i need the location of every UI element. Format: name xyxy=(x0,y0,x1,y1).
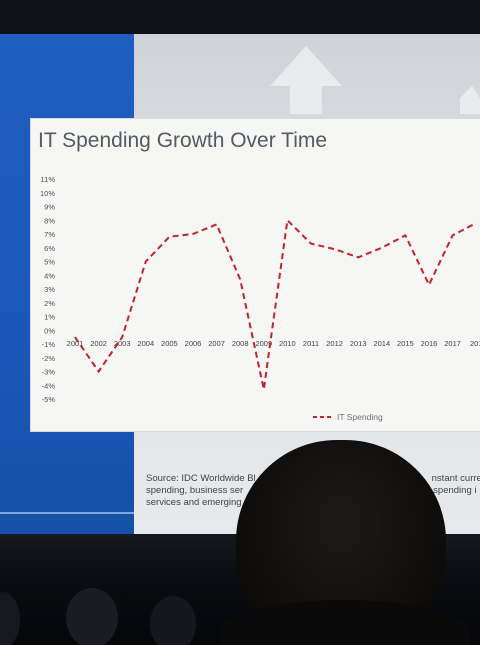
source-line-1b: nstant curre xyxy=(431,473,480,484)
x-tick-label: 2009 xyxy=(255,339,272,348)
x-tick-label: 2006 xyxy=(185,339,202,348)
y-tick-label: 3% xyxy=(44,285,55,294)
x-tick-label: 2015 xyxy=(397,339,414,348)
y-tick-label: 7% xyxy=(44,230,55,239)
x-tick-label: 201 xyxy=(470,339,480,348)
y-tick-label: -3% xyxy=(42,368,56,377)
x-tick-label: 2016 xyxy=(421,339,438,348)
series-line-it-spending xyxy=(74,218,477,390)
line-chart: 11% 10% 9% 8% 7% 6% 5% 4% 3% 2% 1% 0% -1% -2% -3% -4% -5… xyxy=(40,175,480,422)
x-tick-label: 2014 xyxy=(373,339,390,348)
y-tick-label: 8% xyxy=(44,216,55,225)
legend-label: IT Spending xyxy=(337,412,383,422)
x-tick-label: 2005 xyxy=(161,339,178,348)
y-tick-label: 11% xyxy=(41,175,56,184)
x-tick-label: 2017 xyxy=(444,339,461,348)
x-tick-label: 2004 xyxy=(137,339,154,348)
y-tick-label: 5% xyxy=(44,258,55,267)
audience-head xyxy=(150,596,196,645)
y-tick-label: 4% xyxy=(44,271,55,280)
audience-head xyxy=(0,592,20,645)
x-tick-label: 2002 xyxy=(90,339,107,348)
background-arrow-graphic-2 xyxy=(460,86,480,114)
y-tick-label: -2% xyxy=(42,354,56,363)
x-tick-label: 2010 xyxy=(279,339,296,348)
y-tick-label: 0% xyxy=(44,326,55,335)
chart-card xyxy=(31,119,480,431)
source-line-2: spending, business ser xyxy=(146,485,244,496)
projector-top-edge xyxy=(0,0,480,34)
source-line-2b: spending i xyxy=(433,485,477,496)
y-tick-label: -1% xyxy=(42,340,56,349)
y-tick-label: 6% xyxy=(44,244,55,253)
background-arrow-graphic xyxy=(270,46,342,114)
slide-accent-line xyxy=(0,512,134,514)
x-tick-label: 2013 xyxy=(350,339,367,348)
y-tick-label: 9% xyxy=(44,203,55,212)
x-tick-label: 2011 xyxy=(303,339,319,348)
source-line-1: Source: IDC Worldwide Bl xyxy=(146,473,256,484)
source-line-3: services and emerging xyxy=(146,497,242,508)
y-tick-label: 1% xyxy=(44,313,55,322)
y-tick-label: 10% xyxy=(40,189,55,198)
y-tick-label: -5% xyxy=(42,395,56,404)
x-tick-label: 2001 xyxy=(67,339,84,348)
x-tick-label: 2012 xyxy=(326,339,343,348)
y-tick-label: 2% xyxy=(44,299,55,308)
source-note: Source: IDC Worldwide Bl nstant curre spe… xyxy=(146,473,480,509)
x-tick-label: 2003 xyxy=(114,339,131,348)
foreground-person-shoulders xyxy=(220,600,470,645)
chart-title: IT Spending Growth Over Time xyxy=(38,129,328,152)
y-tick-label: -4% xyxy=(42,381,56,390)
x-tick-label: 2008 xyxy=(232,339,249,348)
x-tick-label: 2007 xyxy=(208,339,225,348)
audience-head xyxy=(66,588,118,645)
